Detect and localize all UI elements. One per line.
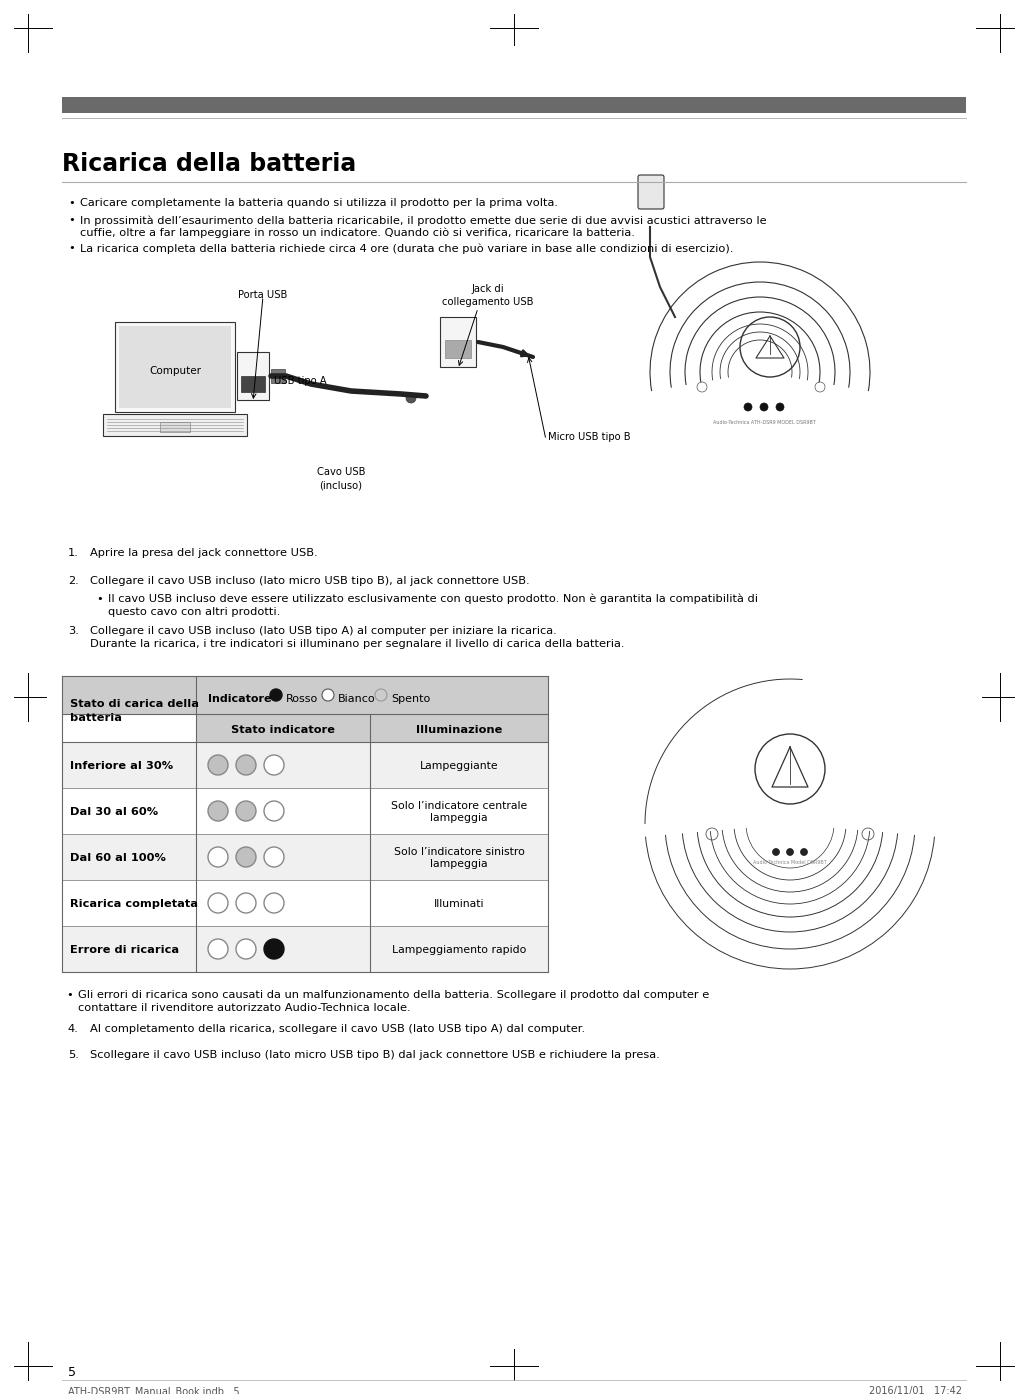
Text: Durante la ricarica, i tre indicatori si illuminano per segnalare il livello di : Durante la ricarica, i tre indicatori si… [90, 638, 624, 650]
Text: Solo l’indicatore sinistro
lampeggia: Solo l’indicatore sinistro lampeggia [394, 846, 524, 870]
Text: Lampeggiamento rapido: Lampeggiamento rapido [392, 945, 526, 955]
Text: 1.: 1. [68, 548, 79, 558]
Text: Dal 60 al 100%: Dal 60 al 100% [70, 853, 166, 863]
Text: Illuminati: Illuminati [434, 899, 484, 909]
Text: ATH-DSR9BT_Manual_Book.indb   5: ATH-DSR9BT_Manual_Book.indb 5 [68, 1386, 240, 1394]
FancyBboxPatch shape [237, 353, 269, 400]
Text: Stato di carica della
batteria: Stato di carica della batteria [70, 700, 199, 722]
Text: Inferiore al 30%: Inferiore al 30% [70, 761, 173, 771]
Text: Micro USB tipo B: Micro USB tipo B [548, 432, 630, 442]
Text: •: • [68, 215, 75, 224]
Text: Rosso: Rosso [286, 694, 319, 704]
Circle shape [264, 756, 284, 775]
Circle shape [208, 894, 228, 913]
Circle shape [375, 689, 387, 701]
Text: Spento: Spento [391, 694, 431, 704]
Text: 4.: 4. [68, 1025, 79, 1034]
Text: Scollegare il cavo USB incluso (lato micro USB tipo B) dal jack connettore USB e: Scollegare il cavo USB incluso (lato mic… [90, 1050, 660, 1059]
Circle shape [760, 403, 768, 411]
Circle shape [786, 849, 794, 856]
Circle shape [236, 802, 256, 821]
Text: questo cavo con altri prodotti.: questo cavo con altri prodotti. [108, 606, 281, 618]
Circle shape [406, 393, 416, 403]
Text: Il cavo USB incluso deve essere utilizzato esclusivamente con questo prodotto. N: Il cavo USB incluso deve essere utilizza… [108, 594, 758, 605]
Circle shape [236, 848, 256, 867]
Text: In prossimità dell’esaurimento della batteria ricaricabile, il prodotto emette d: In prossimità dell’esaurimento della bat… [80, 215, 767, 226]
Circle shape [236, 894, 256, 913]
Text: Errore di ricarica: Errore di ricarica [70, 945, 179, 955]
Text: Lampeggiante: Lampeggiante [419, 761, 499, 771]
Circle shape [264, 894, 284, 913]
Text: •: • [68, 243, 75, 252]
Text: Collegare il cavo USB incluso (lato micro USB tipo B), al jack connettore USB.: Collegare il cavo USB incluso (lato micr… [90, 576, 529, 585]
Bar [62, 788, 548, 834]
Text: collegamento USB: collegamento USB [442, 297, 534, 307]
Bar [62, 676, 548, 972]
Circle shape [264, 802, 284, 821]
FancyBboxPatch shape [241, 376, 265, 392]
Text: USB tipo A: USB tipo A [274, 376, 327, 386]
Text: 2016/11/01   17:42: 2016/11/01 17:42 [869, 1386, 962, 1394]
Circle shape [744, 403, 752, 411]
Text: Aprire la presa del jack connettore USB.: Aprire la presa del jack connettore USB. [90, 548, 318, 558]
FancyBboxPatch shape [445, 340, 471, 358]
Bar [62, 98, 966, 113]
Bar [62, 742, 548, 788]
Circle shape [270, 689, 282, 701]
Text: Jack di: Jack di [472, 284, 505, 294]
FancyBboxPatch shape [103, 414, 247, 436]
Bar [62, 926, 548, 972]
Bar [196, 714, 548, 742]
Text: Dal 30 al 60%: Dal 30 al 60% [70, 807, 158, 817]
FancyBboxPatch shape [271, 369, 285, 383]
Text: Illuminazione: Illuminazione [415, 725, 503, 735]
Circle shape [208, 848, 228, 867]
Text: Gli errori di ricarica sono causati da un malfunzionamento della batteria. Scoll: Gli errori di ricarica sono causati da u… [78, 990, 709, 999]
Text: •: • [68, 198, 75, 208]
FancyBboxPatch shape [115, 322, 235, 413]
Circle shape [264, 940, 284, 959]
Circle shape [208, 756, 228, 775]
Text: Audio-Technica ATH-DSR9 MODEL DSR9BT: Audio-Technica ATH-DSR9 MODEL DSR9BT [712, 420, 815, 425]
Text: •: • [96, 594, 103, 604]
Text: Caricare completamente la batteria quando si utilizza il prodotto per la prima v: Caricare completamente la batteria quand… [80, 198, 558, 208]
Text: contattare il rivenditore autorizzato Audio-Technica locale.: contattare il rivenditore autorizzato Au… [78, 1004, 410, 1013]
Text: (incluso): (incluso) [320, 480, 363, 491]
Circle shape [801, 849, 808, 856]
Text: 5: 5 [68, 1366, 76, 1379]
Circle shape [208, 940, 228, 959]
Circle shape [264, 848, 284, 867]
Circle shape [236, 756, 256, 775]
Text: 5.: 5. [68, 1050, 79, 1059]
Circle shape [776, 403, 784, 411]
Text: Collegare il cavo USB incluso (lato USB tipo A) al computer per iniziare la rica: Collegare il cavo USB incluso (lato USB … [90, 626, 557, 636]
FancyBboxPatch shape [638, 176, 664, 209]
Circle shape [236, 940, 256, 959]
Text: cuffie, oltre a far lampeggiare in rosso un indicatore. Quando ciò si verifica, : cuffie, oltre a far lampeggiare in rosso… [80, 229, 635, 238]
Text: •: • [66, 990, 73, 999]
Text: Ricarica della batteria: Ricarica della batteria [62, 152, 357, 176]
Bar [62, 834, 548, 880]
FancyBboxPatch shape [440, 316, 476, 367]
Text: Al completamento della ricarica, scollegare il cavo USB (lato USB tipo A) dal co: Al completamento della ricarica, scolleg… [90, 1025, 585, 1034]
Text: La ricarica completa della batteria richiede circa 4 ore (durata che può variare: La ricarica completa della batteria rich… [80, 243, 733, 254]
FancyBboxPatch shape [119, 326, 231, 408]
Text: 3.: 3. [68, 626, 79, 636]
Circle shape [772, 849, 779, 856]
Text: Porta USB: Porta USB [238, 290, 288, 300]
Text: Bianco: Bianco [338, 694, 375, 704]
Text: Solo l’indicatore centrale
lampeggia: Solo l’indicatore centrale lampeggia [391, 800, 527, 824]
Text: Audio-Technica Model DSR9BT: Audio-Technica Model DSR9BT [754, 860, 827, 866]
Text: Indicatore: Indicatore [208, 694, 271, 704]
Text: 2.: 2. [68, 576, 79, 585]
Circle shape [208, 802, 228, 821]
Text: Cavo USB: Cavo USB [317, 467, 365, 477]
Circle shape [322, 689, 334, 701]
Text: Ricarica completata: Ricarica completata [70, 899, 198, 909]
FancyBboxPatch shape [160, 422, 190, 432]
Text: Stato indicatore: Stato indicatore [231, 725, 335, 735]
Text: Computer: Computer [149, 367, 201, 376]
Bar [62, 880, 548, 926]
Bar [62, 676, 548, 714]
